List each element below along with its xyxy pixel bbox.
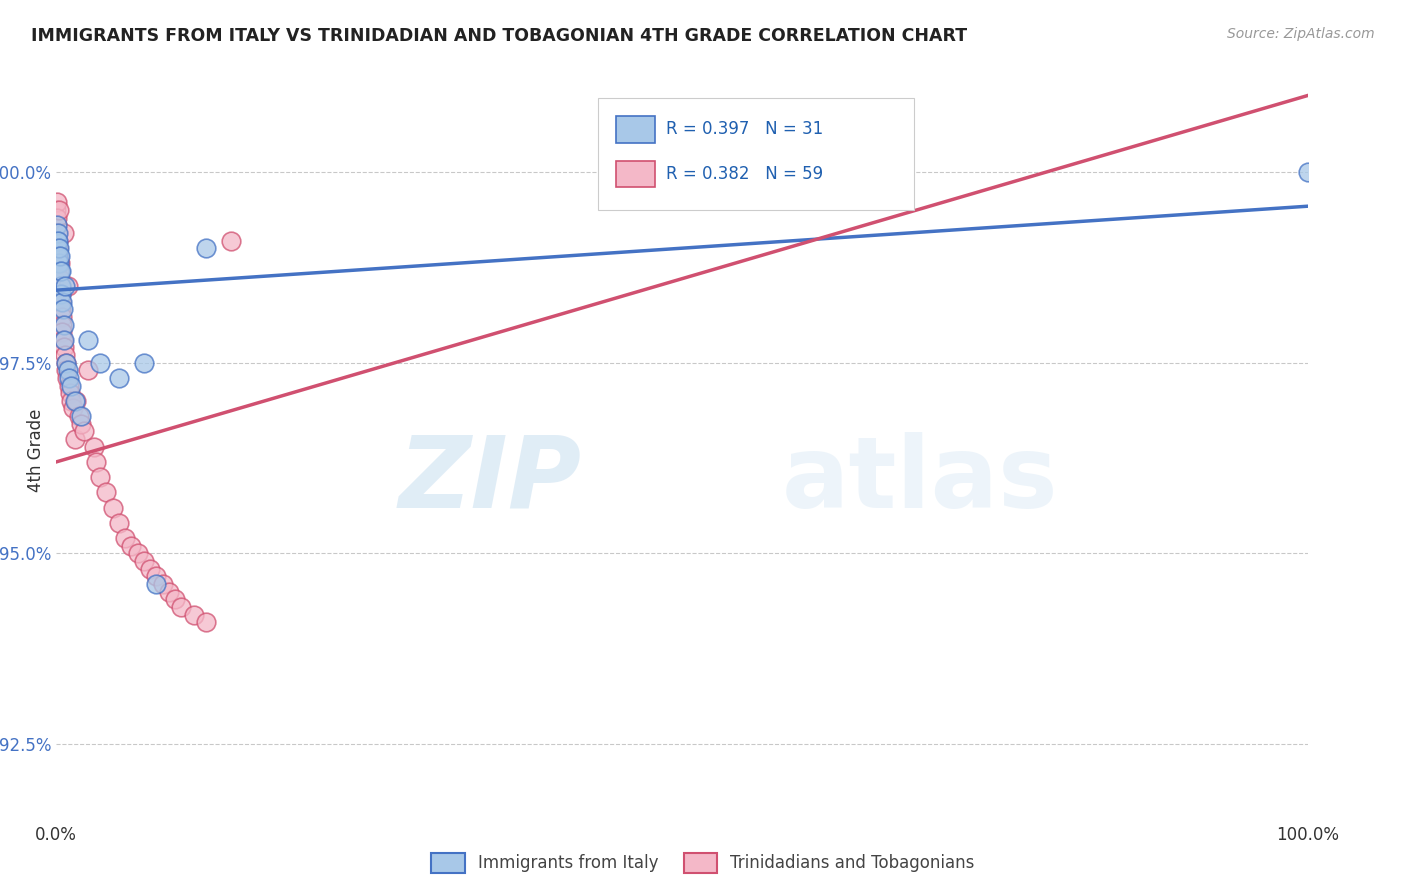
Text: ZIP: ZIP	[399, 432, 582, 529]
Text: R = 0.397   N = 31: R = 0.397 N = 31	[666, 120, 824, 138]
Point	[73, 425, 96, 439]
Point	[1296, 165, 1319, 179]
Point	[157, 584, 180, 599]
Text: Source: ZipAtlas.com: Source: ZipAtlas.com	[1227, 27, 1375, 41]
Point	[132, 356, 155, 370]
Point	[55, 363, 77, 377]
Point	[76, 333, 98, 347]
Point	[145, 569, 167, 583]
Point	[56, 279, 79, 293]
Point	[46, 219, 69, 233]
Point	[53, 333, 76, 347]
Point	[45, 234, 67, 248]
Point	[49, 279, 72, 293]
Point	[52, 302, 75, 317]
Point	[46, 195, 69, 210]
Point	[63, 393, 86, 408]
Point	[53, 348, 76, 362]
Point	[49, 287, 72, 301]
Point	[58, 371, 80, 385]
Point	[46, 211, 69, 225]
Point	[56, 363, 79, 377]
Point	[84, 455, 107, 469]
Point	[45, 219, 67, 233]
Point	[46, 226, 69, 240]
Point	[49, 264, 72, 278]
Point	[51, 310, 73, 324]
Point	[49, 249, 72, 263]
Point	[89, 470, 111, 484]
Point	[52, 318, 75, 332]
Point	[60, 378, 83, 392]
Point	[45, 202, 67, 217]
Point	[46, 234, 69, 248]
Point	[152, 577, 174, 591]
Point	[76, 363, 98, 377]
Point	[46, 241, 69, 255]
Point	[48, 264, 70, 278]
Text: R = 0.382   N = 59: R = 0.382 N = 59	[666, 165, 824, 183]
Point	[165, 592, 187, 607]
Point	[183, 607, 205, 622]
Text: atlas: atlas	[782, 432, 1059, 529]
Point	[108, 371, 131, 385]
Point	[51, 287, 73, 301]
Y-axis label: 4th Grade: 4th Grade	[27, 409, 45, 492]
Point	[83, 440, 105, 454]
Point	[48, 241, 70, 255]
Point	[49, 256, 72, 270]
Point	[67, 409, 90, 423]
Point	[55, 356, 77, 370]
Point	[48, 249, 70, 263]
Point	[195, 241, 218, 255]
Point	[59, 386, 82, 401]
Point	[51, 294, 73, 309]
Point	[48, 264, 70, 278]
Text: IMMIGRANTS FROM ITALY VS TRINIDADIAN AND TOBAGONIAN 4TH GRADE CORRELATION CHART: IMMIGRANTS FROM ITALY VS TRINIDADIAN AND…	[31, 27, 967, 45]
Point	[127, 547, 149, 561]
Point	[51, 325, 73, 339]
Point	[46, 226, 69, 240]
Point	[48, 202, 70, 217]
Point	[46, 241, 69, 255]
Point	[58, 378, 80, 392]
Point	[55, 356, 77, 370]
Point	[48, 256, 70, 270]
Point	[108, 516, 131, 530]
Point	[48, 249, 70, 263]
Point	[46, 234, 69, 248]
Point	[114, 531, 136, 545]
Point	[49, 294, 72, 309]
Point	[52, 226, 75, 240]
Point	[132, 554, 155, 568]
Point	[195, 615, 218, 630]
Point	[120, 539, 142, 553]
Point	[62, 401, 84, 416]
Point	[65, 393, 87, 408]
Point	[52, 333, 75, 347]
Point	[89, 356, 111, 370]
Point	[70, 409, 93, 423]
Point	[101, 500, 124, 515]
Point	[46, 241, 69, 255]
Point	[56, 371, 79, 385]
Point	[51, 302, 73, 317]
Point	[145, 577, 167, 591]
Point	[53, 340, 76, 354]
Point	[48, 271, 70, 285]
Point	[49, 279, 72, 293]
Point	[70, 417, 93, 431]
Point	[139, 562, 162, 576]
Point	[60, 393, 83, 408]
Point	[48, 256, 70, 270]
Point	[170, 599, 193, 614]
Point	[53, 279, 76, 293]
Point	[51, 318, 73, 332]
Point	[51, 279, 73, 293]
Point	[63, 432, 86, 446]
Point	[96, 485, 118, 500]
Legend: Immigrants from Italy, Trinidadians and Tobagonians: Immigrants from Italy, Trinidadians and …	[425, 847, 981, 880]
Point	[221, 234, 243, 248]
